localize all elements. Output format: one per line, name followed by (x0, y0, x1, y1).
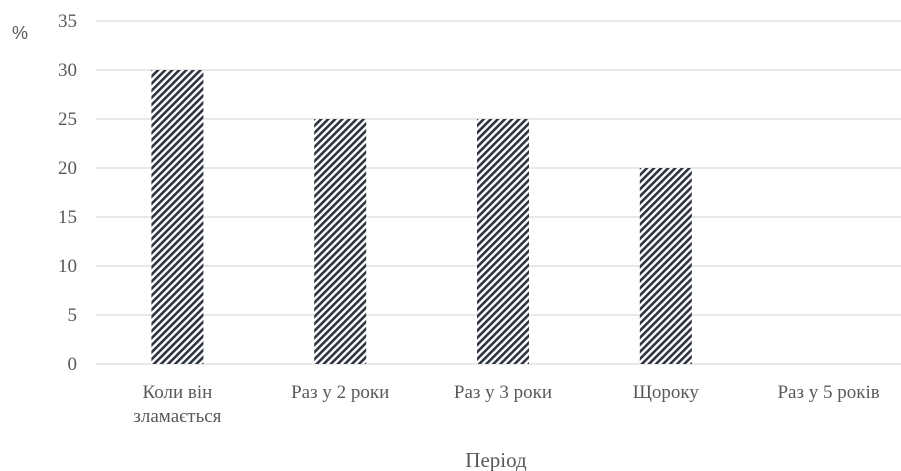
x-tick-label-line: Коли він (143, 382, 213, 403)
x-tick-label: Коли він зламається (133, 382, 221, 427)
bars (151, 70, 692, 364)
x-tick-label-line: Раз у 3 роки (454, 382, 552, 403)
x-tick-label-line: Щороку (633, 382, 700, 403)
bar-3 (477, 119, 529, 364)
x-axis-title: Період (465, 448, 527, 471)
x-tick-label-line: Раз у 5 років (777, 382, 879, 403)
y-tick-label: 5 (68, 305, 78, 326)
y-tick-label: 0 (68, 354, 78, 375)
y-tick-labels: 0 5 10 15 20 25 30 35 (58, 11, 77, 375)
y-tick-label: 15 (58, 207, 77, 228)
y-axis-label: % (12, 23, 28, 43)
y-tick-label: 20 (58, 158, 77, 179)
x-tick-label: Раз у 2 роки (291, 382, 389, 403)
y-tick-label: 35 (58, 11, 77, 32)
bar-4 (639, 168, 692, 364)
x-tick-label: Раз у 5 років (777, 382, 879, 403)
y-tick-label: 30 (58, 60, 77, 81)
y-tick-label: 25 (58, 109, 77, 130)
bar-1 (151, 70, 204, 364)
x-tick-label: Раз у 3 роки (454, 382, 552, 403)
x-tick-labels: Коли він зламається Раз у 2 роки Раз у 3 ро… (133, 382, 879, 427)
x-tick-label-line: зламається (133, 406, 221, 427)
bar-2 (314, 119, 367, 364)
x-tick-label-line: Раз у 2 роки (291, 382, 389, 403)
y-tick-label: 10 (58, 256, 77, 277)
x-tick-label: Щороку (633, 382, 700, 403)
